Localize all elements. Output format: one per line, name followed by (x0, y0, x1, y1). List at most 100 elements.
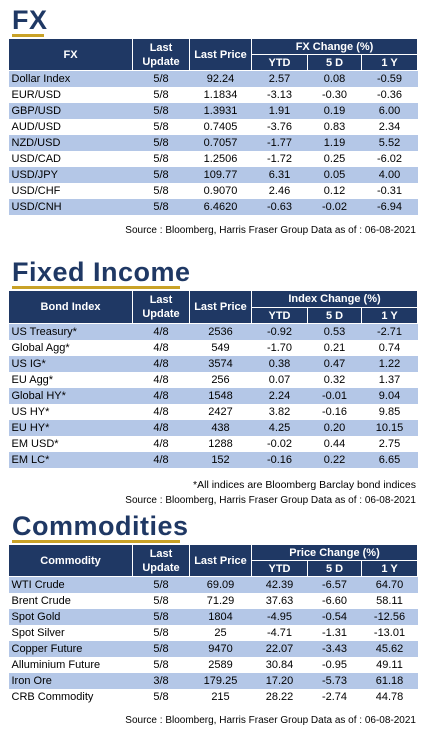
cell-name: USD/CHF (11, 185, 61, 197)
cell-date: 4/8 (153, 406, 169, 418)
fx-header-name: FX (8, 38, 133, 71)
cell-y1: 58.11 (376, 595, 403, 607)
cell-d5: 0.25 (323, 153, 346, 165)
cell-price: 0.9070 (203, 185, 238, 197)
cell-d5: 0.47 (307, 356, 362, 372)
table-row: EU Agg* 4/8 256 0.07 0.32 1.37 (9, 372, 418, 388)
cell-name: USD/CAD (11, 153, 62, 165)
table-row: USD/CHF 5/8 0.9070 2.46 0.12 -0.31 (9, 183, 418, 199)
cell-name: CRB Commodity (11, 691, 94, 703)
cell-date: 5/8 (132, 609, 190, 625)
cell-ytd: -3.76 (266, 121, 293, 133)
cell-date: 5/8 (153, 659, 169, 671)
cell-date: 4/8 (132, 420, 190, 436)
cell-d5: -0.54 (307, 609, 362, 625)
cell-ytd: 4.25 (251, 420, 308, 436)
cell-ytd: -1.70 (266, 342, 293, 354)
table-row: USD/CAD 5/8 1.2506 -1.72 0.25 -6.02 (9, 151, 418, 167)
cm-header-ytd: YTD (251, 560, 308, 577)
cell-d5: 0.53 (307, 323, 362, 340)
cell-ytd: -4.95 (251, 609, 308, 625)
cell-date: 5/8 (153, 627, 169, 639)
cell-date: 5/8 (132, 70, 190, 87)
table-row: GBP/USD 5/8 1.3931 1.91 0.19 6.00 (8, 103, 418, 119)
cell-price: 215 (211, 691, 230, 703)
cell-date: 3/8 (132, 673, 190, 689)
fx-header-group: FX Change (%) (250, 38, 419, 55)
cell-d5: 0.44 (323, 438, 346, 450)
cm-header-last-price: Last Price (189, 544, 252, 577)
cell-date: 5/8 (153, 153, 169, 165)
fx-table: FX Last Update Last Price FX Change (%) … (8, 38, 419, 215)
cell-price: 2536 (189, 323, 252, 340)
cm-header-last-update: Last Update (132, 544, 190, 577)
cell-date: 4/8 (132, 356, 190, 372)
cell-price: 1804 (189, 609, 252, 625)
cell-y1: 4.00 (361, 167, 418, 183)
commodities-section-title: Commodities (12, 511, 189, 541)
fi-header-1y: 1 Y (360, 307, 419, 324)
table-row: Dollar Index 5/8 92.24 2.57 0.08 -0.59 (8, 70, 418, 87)
cell-name: Spot Silver (11, 627, 65, 639)
cell-name: WTI Crude (8, 576, 133, 593)
cell-ytd: 0.07 (268, 374, 291, 386)
cell-y1: -13.01 (373, 627, 406, 639)
cell-d5: 0.12 (323, 185, 346, 197)
cell-price: 1.1834 (203, 89, 238, 101)
cell-name: Spot Gold (8, 609, 133, 625)
cell-price: 9470 (189, 641, 252, 657)
cell-d5: -0.95 (321, 659, 348, 671)
cell-price: 2427 (208, 406, 233, 418)
cell-d5: -5.73 (307, 673, 362, 689)
table-row: EM USD* 4/8 1288 -0.02 0.44 2.75 (9, 436, 418, 452)
cell-date: 4/8 (132, 452, 190, 468)
cell-name: Global HY* (8, 388, 133, 404)
fx-source: Source : Bloomberg, Harris Fraser Group … (125, 225, 416, 236)
cell-ytd: -0.16 (251, 452, 308, 468)
table-row: Brent Crude 5/8 71.29 37.63 -6.60 58.11 (9, 593, 418, 609)
cell-date: 5/8 (132, 576, 190, 593)
fi-header-last-price: Last Price (189, 290, 252, 324)
table-row: Global Agg* 4/8 549 -1.70 0.21 0.74 (9, 340, 418, 356)
cell-price: 71.29 (206, 595, 235, 607)
table-row: EM LC* 4/8 152 -0.16 0.22 6.65 (8, 452, 418, 468)
fixed-income-title-underline (12, 286, 180, 289)
cell-d5: 0.83 (323, 121, 346, 133)
cell-date: 4/8 (132, 323, 190, 340)
cell-date: 5/8 (132, 135, 190, 151)
cell-ytd: 42.39 (251, 576, 308, 593)
cell-name: EM USD* (11, 438, 59, 450)
fx-section-title: FX (12, 5, 48, 35)
cell-d5: 0.21 (323, 342, 346, 354)
cell-y1: 2.34 (378, 121, 401, 133)
cell-name: Iron Ore (8, 673, 133, 689)
cell-date: 5/8 (153, 89, 169, 101)
cell-d5: 1.19 (307, 135, 362, 151)
cell-price: 92.24 (189, 70, 252, 87)
cell-d5: 0.05 (307, 167, 362, 183)
cell-y1: 45.62 (361, 641, 418, 657)
cell-ytd: 0.38 (251, 356, 308, 372)
fixed-income-section-title: Fixed Income (12, 257, 191, 287)
cell-date: 4/8 (132, 388, 190, 404)
table-row: WTI Crude 5/8 69.09 42.39 -6.57 64.70 (8, 576, 418, 593)
cell-ytd: -0.92 (251, 323, 308, 340)
cell-y1: 1.37 (378, 374, 401, 386)
fixed-income-note: *All indices are Bloomberg Barclay bond … (193, 479, 416, 491)
cell-date: 5/8 (132, 199, 190, 215)
cm-header-group: Price Change (%) (250, 544, 419, 561)
cell-y1: 1.22 (361, 356, 418, 372)
cell-y1: 10.15 (361, 420, 418, 436)
cell-name: Global Agg* (11, 342, 70, 354)
cell-price: 25 (214, 627, 227, 639)
fi-header-5d: 5 D (307, 307, 362, 324)
cell-d5: -0.02 (307, 199, 362, 215)
cell-y1: -0.59 (361, 70, 418, 87)
cell-ytd: 22.07 (251, 641, 308, 657)
cell-ytd: 2.24 (251, 388, 308, 404)
commodities-table: Commodity Last Update Last Price Price C… (8, 544, 419, 705)
cell-y1: 6.65 (361, 452, 418, 468)
cell-y1: 0.74 (378, 342, 401, 354)
fi-header-ytd: YTD (251, 307, 308, 324)
table-row: Global HY* 4/8 1548 2.24 -0.01 9.04 (8, 388, 418, 404)
